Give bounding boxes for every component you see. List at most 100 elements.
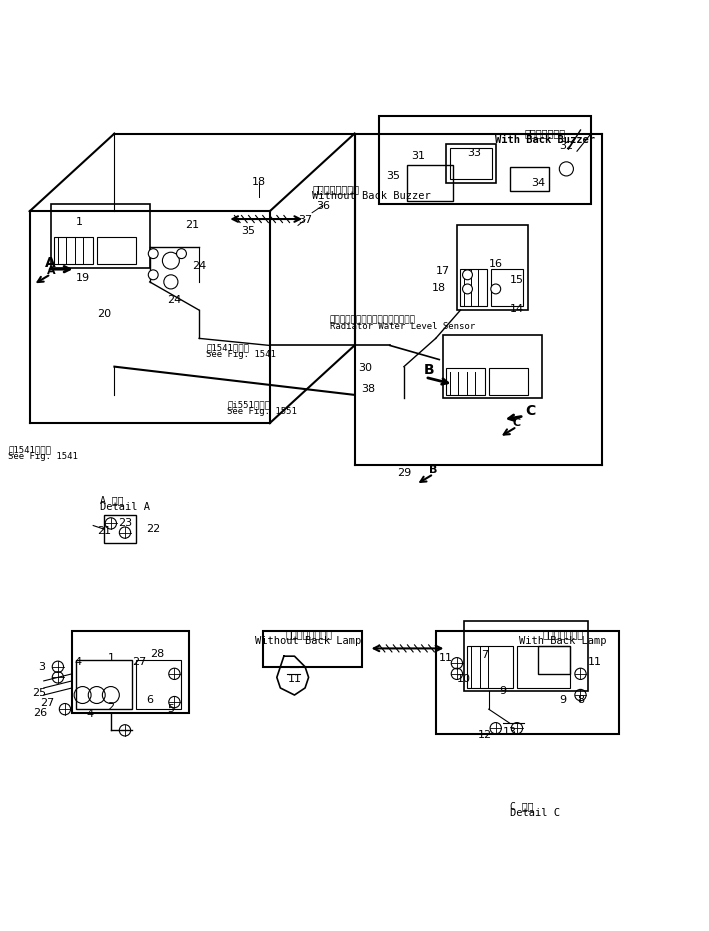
- Text: B: B: [424, 363, 435, 377]
- Text: 35: 35: [386, 171, 401, 181]
- Bar: [436, 631, 620, 734]
- Text: バックブザー付: バックブザー付: [525, 128, 566, 138]
- Text: 14: 14: [510, 304, 524, 314]
- Text: 18: 18: [252, 177, 266, 186]
- Text: 30: 30: [358, 363, 372, 373]
- Text: C: C: [513, 418, 521, 428]
- Bar: [104, 515, 135, 543]
- Text: 前1541図参照: 前1541図参照: [9, 446, 52, 454]
- Text: 21: 21: [185, 221, 199, 230]
- Bar: [408, 166, 453, 201]
- Text: ラジエータウォーターレベルセンサ: ラジエータウォーターレベルセンサ: [330, 316, 415, 325]
- Bar: [457, 225, 527, 310]
- Text: 32: 32: [559, 142, 574, 152]
- Circle shape: [148, 249, 158, 259]
- Bar: [467, 645, 513, 688]
- Bar: [491, 269, 523, 306]
- Bar: [263, 631, 362, 667]
- Text: 17: 17: [436, 266, 450, 277]
- Circle shape: [148, 270, 158, 279]
- Text: 24: 24: [167, 294, 182, 304]
- Text: A: A: [47, 265, 55, 276]
- Text: 18: 18: [432, 282, 446, 292]
- Text: 21: 21: [96, 526, 111, 536]
- Text: 22: 22: [146, 524, 160, 534]
- Text: 11: 11: [440, 653, 453, 663]
- Text: 25: 25: [33, 688, 47, 698]
- Text: B: B: [430, 466, 437, 476]
- Bar: [76, 660, 132, 709]
- Text: 15: 15: [510, 276, 524, 286]
- Bar: [510, 167, 549, 192]
- Text: Detail C: Detail C: [510, 808, 560, 818]
- Text: 20: 20: [96, 309, 111, 318]
- Bar: [379, 116, 591, 204]
- Text: 10: 10: [457, 674, 471, 683]
- Text: 23: 23: [118, 519, 132, 529]
- Bar: [72, 631, 189, 712]
- Bar: [55, 237, 93, 264]
- Text: C 詳細: C 詳細: [510, 801, 533, 811]
- Text: See Fig. 1551: See Fig. 1551: [228, 407, 297, 416]
- Text: Without Back Lamp: Without Back Lamp: [255, 637, 362, 646]
- Bar: [489, 368, 527, 395]
- Text: 前1541図参照: 前1541図参照: [206, 344, 249, 352]
- Bar: [538, 645, 570, 674]
- Bar: [135, 660, 182, 709]
- Text: 27: 27: [132, 657, 146, 667]
- Text: 19: 19: [76, 274, 89, 283]
- Text: 6: 6: [146, 695, 153, 705]
- Text: 8: 8: [577, 695, 584, 705]
- Text: 16: 16: [489, 259, 503, 269]
- Text: 29: 29: [397, 467, 411, 478]
- Bar: [460, 269, 487, 306]
- Text: 31: 31: [411, 151, 425, 161]
- Text: C: C: [525, 404, 536, 418]
- Text: 28: 28: [150, 649, 164, 659]
- Text: With Back Lamp: With Back Lamp: [519, 637, 607, 646]
- Bar: [517, 645, 570, 688]
- Text: 前i551図参照: 前i551図参照: [228, 400, 270, 410]
- Text: 24: 24: [192, 261, 206, 271]
- Text: バックブザーなし: バックブザーなし: [312, 184, 359, 195]
- Text: See Fig. 1541: See Fig. 1541: [206, 350, 276, 358]
- Circle shape: [491, 284, 501, 294]
- Text: 11: 11: [287, 674, 301, 683]
- Bar: [464, 621, 588, 692]
- Text: 36: 36: [316, 200, 330, 210]
- Text: 27: 27: [40, 698, 55, 708]
- Text: バックランプなし: バックランプなし: [285, 629, 332, 640]
- Text: 9: 9: [559, 695, 566, 705]
- Text: 38: 38: [362, 385, 376, 394]
- Text: 35: 35: [242, 226, 255, 236]
- Text: 3: 3: [38, 662, 45, 672]
- Text: 26: 26: [33, 708, 48, 718]
- Text: 12: 12: [478, 730, 492, 740]
- Text: Without Back Buzzer: Without Back Buzzer: [312, 192, 431, 201]
- Text: 11: 11: [588, 657, 602, 667]
- Text: 1: 1: [107, 653, 114, 663]
- Text: 2: 2: [107, 702, 114, 712]
- Bar: [443, 335, 542, 398]
- Text: 1: 1: [76, 217, 82, 227]
- Text: A 詳細: A 詳細: [100, 495, 124, 506]
- Text: A: A: [45, 256, 56, 270]
- Text: 4: 4: [74, 657, 82, 667]
- Bar: [96, 237, 135, 264]
- Bar: [51, 204, 150, 268]
- Text: 13: 13: [503, 727, 517, 737]
- Text: Radiator Water Level Sensor: Radiator Water Level Sensor: [330, 322, 475, 331]
- Text: See Fig. 1541: See Fig. 1541: [9, 452, 78, 461]
- Circle shape: [462, 270, 472, 279]
- Text: 9: 9: [499, 686, 506, 696]
- Text: 34: 34: [531, 178, 545, 188]
- Text: 33: 33: [467, 148, 481, 158]
- Text: 37: 37: [298, 215, 312, 224]
- Text: 4: 4: [86, 709, 93, 719]
- Circle shape: [559, 162, 574, 176]
- Text: Detail A: Detail A: [100, 502, 150, 511]
- Text: 5: 5: [167, 704, 174, 714]
- Text: With Back Buzzer: With Back Buzzer: [495, 135, 595, 145]
- Text: 7: 7: [481, 650, 489, 660]
- Circle shape: [177, 249, 186, 259]
